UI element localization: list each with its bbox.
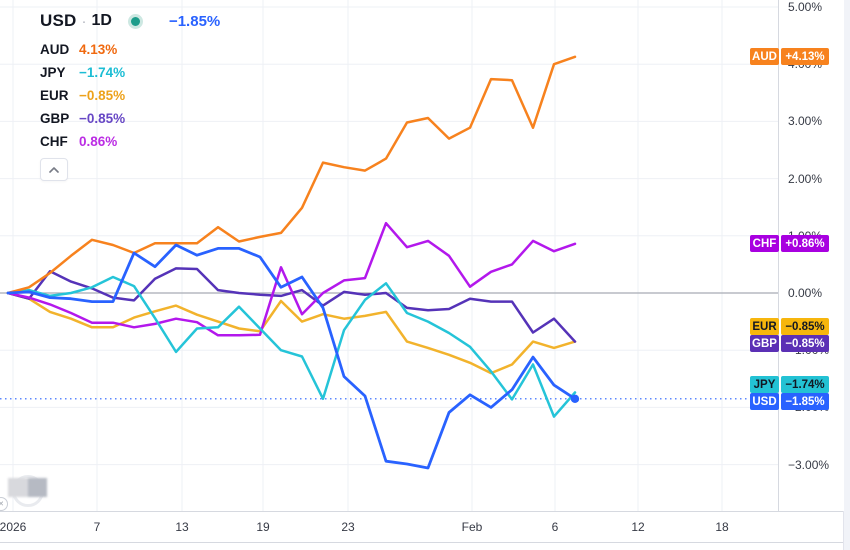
compare-row-jpy[interactable]: JPY −1.74% (40, 64, 220, 80)
y-axis-tick: 0.00% (788, 286, 823, 300)
price-label-ticker: JPY (750, 376, 779, 393)
compare-value: 0.86% (79, 133, 118, 149)
price-label-value: −1.74% (781, 376, 829, 393)
x-axis-tick: 13 (175, 520, 189, 534)
broker-logo-watermark (8, 475, 50, 507)
compare-value: −0.85% (79, 87, 126, 103)
compare-row-eur[interactable]: EUR −0.85% (40, 87, 220, 103)
market-status-dot-icon[interactable] (127, 13, 143, 29)
price-label-ticker: USD (750, 393, 779, 410)
chevron-up-icon (49, 166, 59, 173)
price-label-value: −0.85% (781, 318, 829, 335)
compare-row-gbp[interactable]: GBP −0.85% (40, 110, 220, 126)
last-price-dot (570, 394, 580, 404)
x-axis-tick: 6 (551, 520, 559, 534)
price-label-ticker: AUD (750, 48, 779, 65)
x-axis-tick: 19 (256, 520, 270, 534)
compare-ticker: GBP (40, 110, 70, 126)
y-axis-tick: 5.00% (788, 0, 823, 14)
price-label-ticker: GBP (750, 335, 779, 352)
x-axis-tick: 23 (341, 520, 355, 534)
compare-value: −0.85% (79, 110, 126, 126)
price-label-value: +0.86% (781, 235, 829, 252)
series-line-usd (6, 243, 577, 470)
x-axis-tick: 18 (715, 520, 729, 534)
y-axis-tick: −3.00% (788, 457, 830, 472)
compare-ticker: AUD (40, 41, 70, 57)
price-chart-canvas[interactable] (0, 0, 778, 511)
y-axis-tick: 3.00% (788, 114, 823, 129)
compare-value: −1.74% (79, 64, 126, 80)
interval-label: 1D (91, 12, 112, 29)
price-label-ticker: CHF (750, 235, 779, 252)
price-label-gbp: GBP −0.85% (750, 335, 829, 352)
legend: USD · 1D −1.85% AUD 4.13% JPY −1.74% EUR… (40, 8, 220, 181)
x-axis-tick: 7 (93, 520, 101, 534)
series-line-eur (6, 291, 577, 375)
compare-ticker: JPY (40, 64, 66, 80)
x-axis-tick: Feb (461, 520, 483, 534)
price-label-usd: USD −1.85% (750, 393, 829, 410)
price-axis[interactable]: 5.00%4.00%3.00%2.00%1.00%0.00%−1.00%−2.0… (778, 0, 844, 511)
legend-collapse-button[interactable] (40, 158, 68, 181)
compare-row-chf[interactable]: CHF 0.86% (40, 133, 220, 149)
price-label-chf: CHF +0.86% (750, 235, 829, 252)
series-line-aud (6, 55, 577, 295)
series-line-chf (6, 221, 577, 337)
price-label-ticker: EUR (750, 318, 779, 335)
x-axis-tick: 2026 (0, 520, 27, 534)
y-axis-tick: 2.00% (788, 171, 823, 186)
x-axis-tick: 12 (631, 520, 645, 534)
symbol-name: USD (40, 11, 77, 30)
symbol-change-value: −1.85% (168, 12, 221, 30)
price-label-eur: EUR −0.85% (750, 318, 829, 335)
symbol-legend-row[interactable]: USD · 1D −1.85% (40, 8, 220, 34)
price-label-jpy: JPY −1.74% (750, 376, 829, 393)
compare-ticker: CHF (40, 133, 68, 149)
time-axis[interactable]: 2026 7 13 19 23 Feb 6 12 18 (0, 511, 843, 543)
compare-row-aud[interactable]: AUD 4.13% (40, 41, 220, 57)
price-label-aud: AUD +4.13% (750, 48, 829, 65)
price-label-value: −1.85% (781, 393, 829, 410)
price-label-value: +4.13% (781, 48, 829, 65)
compare-value: 4.13% (79, 41, 118, 57)
price-label-value: −0.85% (781, 335, 829, 352)
legend-separator: · (81, 12, 87, 30)
series-line-gbp (6, 267, 577, 343)
series-line-jpy (6, 275, 577, 418)
compare-ticker: EUR (40, 87, 69, 103)
right-toolbar-rail (843, 0, 850, 550)
